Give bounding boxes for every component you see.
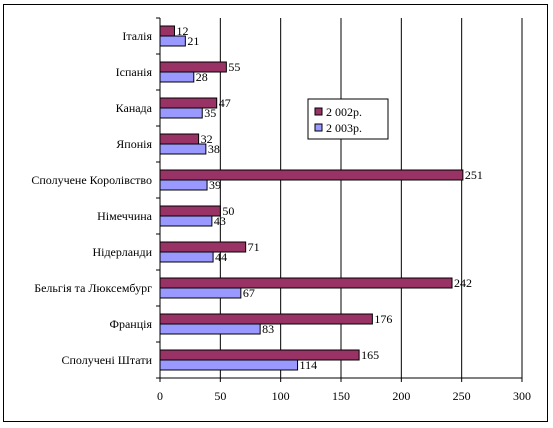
data-label-2003-6: 44 [215, 250, 227, 264]
x-tick-label-150: 150 [332, 389, 350, 403]
bar-2003-6 [159, 251, 214, 263]
category-label-2: Канада [116, 101, 153, 115]
data-label-2002-5: 50 [222, 204, 234, 218]
bar-2003-2 [159, 107, 203, 119]
bar-2002-5 [159, 205, 221, 217]
bar-2002-4 [159, 169, 464, 181]
data-label-2002-9: 165 [361, 348, 379, 362]
legend-swatch-2002 [314, 107, 323, 116]
category-label-8: Франція [109, 317, 152, 331]
data-label-2002-1: 55 [228, 60, 240, 74]
x-tick-label-250: 250 [453, 389, 471, 403]
x-tick-label-50: 50 [214, 389, 226, 403]
category-label-0: Італія [122, 29, 152, 43]
data-label-2002-4: 251 [465, 168, 483, 182]
category-label-4: Сполучене Королівство [31, 173, 152, 187]
legend-label-2002: 2 002р. [326, 105, 362, 119]
category-label-6: Нідерланди [92, 245, 152, 259]
category-label-7: Бельгія та Люксембург [34, 281, 152, 295]
bars [159, 25, 464, 371]
bar-2003-1 [159, 71, 195, 83]
data-label-2002-7: 242 [454, 276, 472, 290]
x-tick-label-100: 100 [272, 389, 290, 403]
bar-2002-9 [159, 349, 360, 361]
data-label-2002-6: 71 [248, 240, 260, 254]
bar-2003-9 [159, 359, 299, 371]
axes [156, 17, 523, 382]
bar-2003-3 [159, 143, 207, 155]
data-label-2002-8: 176 [374, 312, 392, 326]
bar-2003-4 [159, 179, 208, 191]
bar-2002-6 [159, 241, 247, 253]
category-label-1: Іспанія [116, 65, 153, 79]
bar-2003-5 [159, 215, 213, 227]
legend: 2 002р. 2 003р. [307, 98, 389, 140]
legend-box [307, 98, 389, 140]
data-label-2002-3: 32 [201, 132, 213, 146]
data-label-2003-3: 38 [208, 142, 220, 156]
data-label-2002-0: 12 [176, 24, 188, 38]
data-label-2002-2: 47 [219, 96, 231, 110]
data-label-2003-0: 21 [187, 34, 199, 48]
category-label-5: Німеччина [97, 209, 153, 223]
data-label-2003-4: 39 [209, 178, 221, 192]
bar-2002-1 [159, 61, 227, 73]
bar-2003-7 [159, 287, 242, 299]
bar-2003-8 [159, 323, 261, 335]
data-label-2003-2: 35 [204, 106, 216, 120]
data-label-2003-9: 114 [300, 358, 318, 372]
data-label-2003-7: 67 [243, 286, 255, 300]
bar-2002-7 [159, 277, 453, 289]
data-label-2003-1: 28 [196, 70, 208, 84]
legend-swatch-2003 [314, 123, 323, 132]
bar-2002-0 [159, 25, 175, 37]
category-label-9: Сполучені Штати [61, 353, 152, 367]
x-tick-label-200: 200 [392, 389, 410, 403]
bar-2002-3 [159, 133, 200, 145]
data-label-2003-5: 43 [214, 214, 226, 228]
category-label-3: Японія [116, 137, 152, 151]
x-tick-label-300: 300 [513, 389, 531, 403]
legend-label-2003: 2 003р. [326, 121, 362, 135]
data-label-2003-8: 83 [262, 322, 274, 336]
x-tick-label-0: 0 [157, 389, 163, 403]
